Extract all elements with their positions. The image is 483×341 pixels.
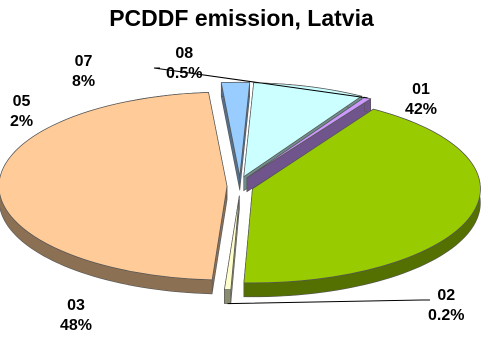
slice-label-01: 01 42%: [405, 80, 437, 120]
chart-title: PCDDF emission, Latvia: [109, 5, 374, 31]
slice-value-03: 48%: [60, 317, 93, 334]
slice-value-02: 0.2%: [428, 307, 465, 324]
slice-value-01: 42%: [405, 101, 438, 118]
slice-name-01: 01: [412, 81, 430, 98]
slice-top-03: [0, 92, 228, 281]
pie-slice-03: [0, 92, 228, 295]
pie-slice-01: [243, 108, 481, 298]
slice-label-02: 02 0.2%: [428, 286, 464, 326]
leader-line-02: [227, 299, 430, 305]
slice-name-05: 05: [12, 93, 31, 110]
leader-line-08: [153, 67, 368, 99]
pie-slice-08: [246, 96, 372, 193]
slice-value-07: 8%: [72, 73, 96, 90]
slice-value-08: 0.5%: [166, 65, 203, 82]
slice-label-05: 05 2%: [10, 92, 33, 132]
pie-slice-02: [224, 195, 240, 304]
pie-slice-05: [220, 81, 251, 191]
slice-label-03: 03 48%: [60, 296, 92, 336]
slice-name-08: 08: [175, 45, 194, 62]
slice-top-01: [243, 108, 481, 284]
slice-top-02: [224, 195, 240, 291]
slice-value-05: 2%: [10, 113, 34, 130]
slice-rim-02: [224, 289, 232, 304]
slice-name-02: 02: [437, 287, 456, 304]
slice-top-05: [220, 81, 251, 177]
slice-name-07: 07: [74, 53, 93, 70]
slice-label-08: 08 0.5%: [166, 44, 202, 84]
slice-name-03: 03: [67, 297, 85, 314]
slice-label-07: 07 8%: [72, 52, 95, 92]
